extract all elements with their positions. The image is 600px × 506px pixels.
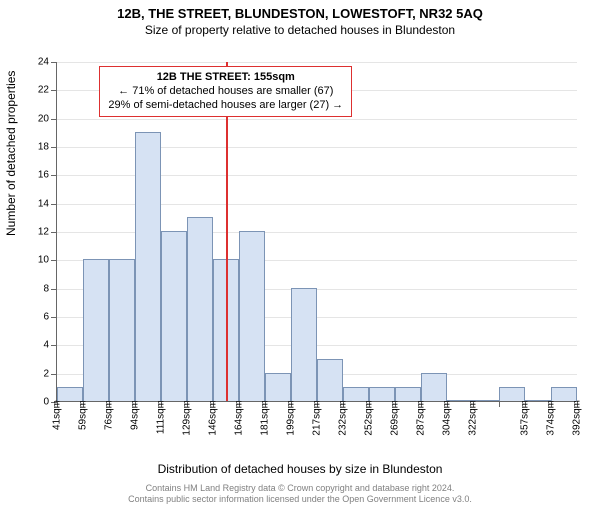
x-tick-label: 322sqm [468,400,479,436]
x-tick-label: 199sqm [286,400,297,436]
plot: 02468101214161820222441sqm59sqm76sqm94sq… [56,62,576,402]
y-tick-label: 20 [21,113,49,124]
x-tick-label: 374sqm [546,400,557,436]
annotation-line: 12B THE STREET: 155sqm [108,71,343,85]
histogram-bar [317,359,343,402]
x-tick-label: 94sqm [130,400,141,430]
gridline [57,62,577,63]
chart-container: 12B, THE STREET, BLUNDESTON, LOWESTOFT, … [0,6,600,506]
y-tick-label: 6 [21,312,49,323]
histogram-bar [83,259,109,401]
annotation-line: ← 71% of detached houses are smaller (67… [108,85,343,99]
footer-line-1: Contains HM Land Registry data © Crown c… [4,483,596,493]
x-tick-label: 146sqm [208,400,219,436]
y-tick [51,175,57,176]
gridline [57,119,577,120]
chart-subtitle: Size of property relative to detached ho… [0,23,600,37]
y-tick [51,345,57,346]
x-tick-label: 217sqm [312,400,323,436]
histogram-bar [551,387,577,401]
y-tick [51,260,57,261]
plot-area: 02468101214161820222441sqm59sqm76sqm94sq… [56,62,576,422]
x-tick-label: 357sqm [520,400,531,436]
x-tick-label: 129sqm [182,400,193,436]
x-tick [499,401,500,407]
y-tick [51,147,57,148]
x-tick-label: 287sqm [416,400,427,436]
y-tick [51,62,57,63]
y-tick [51,289,57,290]
y-tick-label: 22 [21,85,49,96]
histogram-bar [447,400,473,401]
x-tick-label: 252sqm [364,400,375,436]
histogram-bar [343,387,369,401]
x-tick-label: 111sqm [156,400,167,434]
x-tick-label: 269sqm [390,400,401,436]
y-tick-label: 24 [21,57,49,68]
histogram-bar [187,217,213,401]
y-tick [51,317,57,318]
histogram-bar [161,231,187,401]
y-tick-label: 18 [21,142,49,153]
footer-line-2: Contains public sector information licen… [4,494,596,504]
x-tick-label: 41sqm [52,400,63,430]
y-tick-label: 10 [21,255,49,266]
x-axis-title: Distribution of detached houses by size … [0,462,600,476]
histogram-bar [135,132,161,401]
histogram-bar [395,387,421,401]
x-tick-label: 304sqm [442,400,453,436]
histogram-bar [57,387,83,401]
x-tick-label: 392sqm [572,400,583,436]
histogram-bar [109,259,135,401]
x-tick-label: 181sqm [260,400,271,436]
y-tick-label: 16 [21,170,49,181]
y-tick-label: 12 [21,227,49,238]
histogram-bar [239,231,265,401]
histogram-bar [265,373,291,401]
y-tick-label: 14 [21,198,49,209]
attribution-footer: Contains HM Land Registry data © Crown c… [0,481,600,506]
histogram-bar [369,387,395,401]
annotation-line: 29% of semi-detached houses are larger (… [108,99,343,113]
histogram-bar [525,400,551,401]
y-tick [51,204,57,205]
histogram-bar [421,373,447,401]
x-tick-label: 76sqm [104,400,115,430]
annotation-box: 12B THE STREET: 155sqm← 71% of detached … [99,66,352,117]
y-tick [51,119,57,120]
y-axis-title: Number of detached properties [4,71,18,236]
chart-title: 12B, THE STREET, BLUNDESTON, LOWESTOFT, … [0,6,600,21]
y-tick-label: 4 [21,340,49,351]
y-tick [51,374,57,375]
histogram-bar [473,400,499,401]
y-tick-label: 8 [21,283,49,294]
y-tick-label: 2 [21,368,49,379]
y-tick-label: 0 [21,397,49,408]
x-tick-label: 232sqm [338,400,349,436]
histogram-bar [499,387,525,401]
x-tick-label: 164sqm [234,400,245,436]
y-tick [51,232,57,233]
x-tick-label: 59sqm [78,400,89,430]
y-tick [51,90,57,91]
histogram-bar [291,288,317,401]
